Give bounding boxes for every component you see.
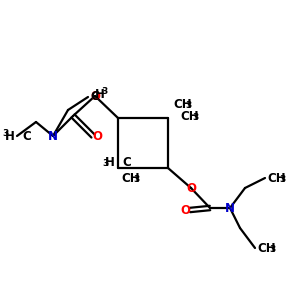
Text: 3: 3 [133,176,139,184]
Text: C: C [122,155,131,169]
Text: CH: CH [180,110,199,122]
Text: 3: 3 [279,176,285,184]
Text: 3: 3 [269,245,275,254]
Text: H: H [5,130,15,142]
Text: 3: 3 [192,113,198,122]
Text: 3: 3 [101,88,107,97]
Text: 3: 3 [103,160,109,169]
Text: CH: CH [173,98,192,110]
Text: CH: CH [267,172,286,184]
Text: N: N [225,202,235,214]
Text: 3: 3 [185,101,191,110]
Text: CH: CH [121,172,140,184]
Text: C: C [90,91,99,103]
Text: N: N [48,130,58,142]
Text: H: H [105,155,115,169]
Text: O: O [90,89,100,103]
Text: C: C [22,130,31,142]
Text: CH: CH [257,242,276,254]
Text: 3: 3 [3,128,9,137]
Text: O: O [92,130,102,142]
Text: H: H [95,88,105,100]
Text: O: O [180,203,190,217]
Text: O: O [186,182,196,194]
